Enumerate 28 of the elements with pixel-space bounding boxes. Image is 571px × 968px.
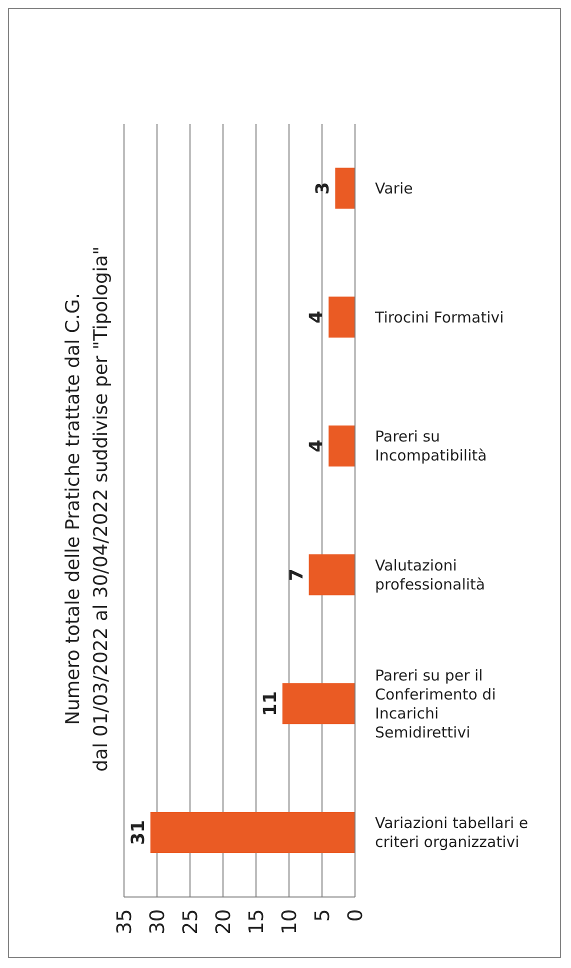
bar (282, 683, 355, 724)
bar (150, 812, 355, 853)
x-tick-label: 30 (145, 909, 169, 934)
text: dal 01/03/2022 al 30/04/2022 suddivise per "Tipologia" (90, 246, 112, 772)
x-tick-label: 0 (343, 909, 367, 922)
bar (308, 554, 355, 596)
y-tick-label: Valutazioni professionalità (375, 556, 486, 594)
x-tick-label: 5 (310, 909, 334, 922)
text: Numero totale delle Pratiche trattate dal C.G. (62, 293, 84, 725)
y-tick-label: Pareri su per il Conferimento di Incarichi Semidirettivi (375, 666, 496, 742)
y-tick-label: Variazioni tabellari e criteri organizzativi (375, 814, 528, 852)
x-tick-label: 10 (277, 909, 301, 934)
bar (335, 168, 355, 209)
data-label: 31 (128, 820, 149, 845)
data-label: 3 (312, 182, 334, 195)
bar (328, 296, 355, 338)
y-tick-label: Varie (375, 179, 413, 198)
x-tick-label: 25 (178, 909, 202, 934)
y-tick-label: Tirocini Formativi (374, 308, 504, 326)
x-tick-label: 20 (211, 909, 235, 934)
data-label: 7 (286, 568, 308, 582)
data-label: 4 (306, 310, 328, 324)
x-tick-label: 35 (112, 909, 136, 934)
y-tick-label: Pareri su Incompatibilità (375, 428, 487, 465)
data-label: 4 (306, 440, 328, 452)
bar (328, 425, 355, 466)
data-label: 11 (260, 691, 281, 716)
x-tick-label: 15 (244, 909, 268, 934)
